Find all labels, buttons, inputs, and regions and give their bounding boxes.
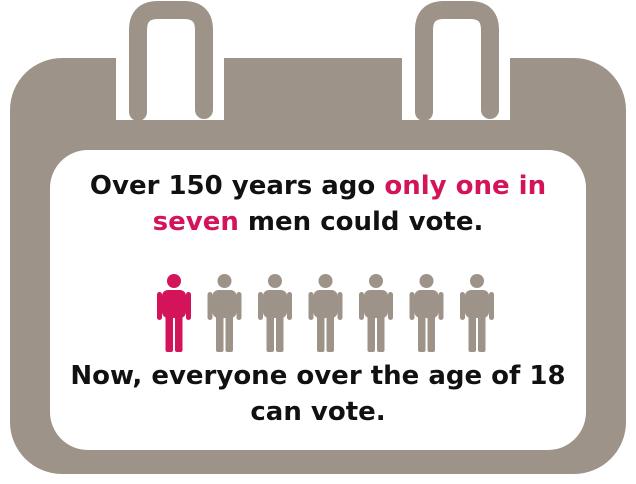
statement-part2: men could vote. <box>238 207 484 237</box>
person-icon <box>207 274 242 352</box>
statement-part1: Over 150 years ago <box>89 171 385 201</box>
statement-highlight: only one in seven <box>152 171 547 237</box>
conclusion-statement: Now, everyone over the age of 18 can vot… <box>70 361 566 427</box>
person-icon <box>157 274 191 352</box>
person-icon <box>308 274 343 352</box>
person-icon <box>258 274 292 352</box>
history-statement: Over 150 years ago only one in seven men… <box>52 168 584 240</box>
people-row <box>157 274 494 352</box>
calendar-ring-icon <box>129 1 213 121</box>
person-icon <box>359 274 393 352</box>
calendar-ring-icon <box>415 1 499 121</box>
person-icon <box>460 274 494 352</box>
person-icon <box>409 274 444 352</box>
